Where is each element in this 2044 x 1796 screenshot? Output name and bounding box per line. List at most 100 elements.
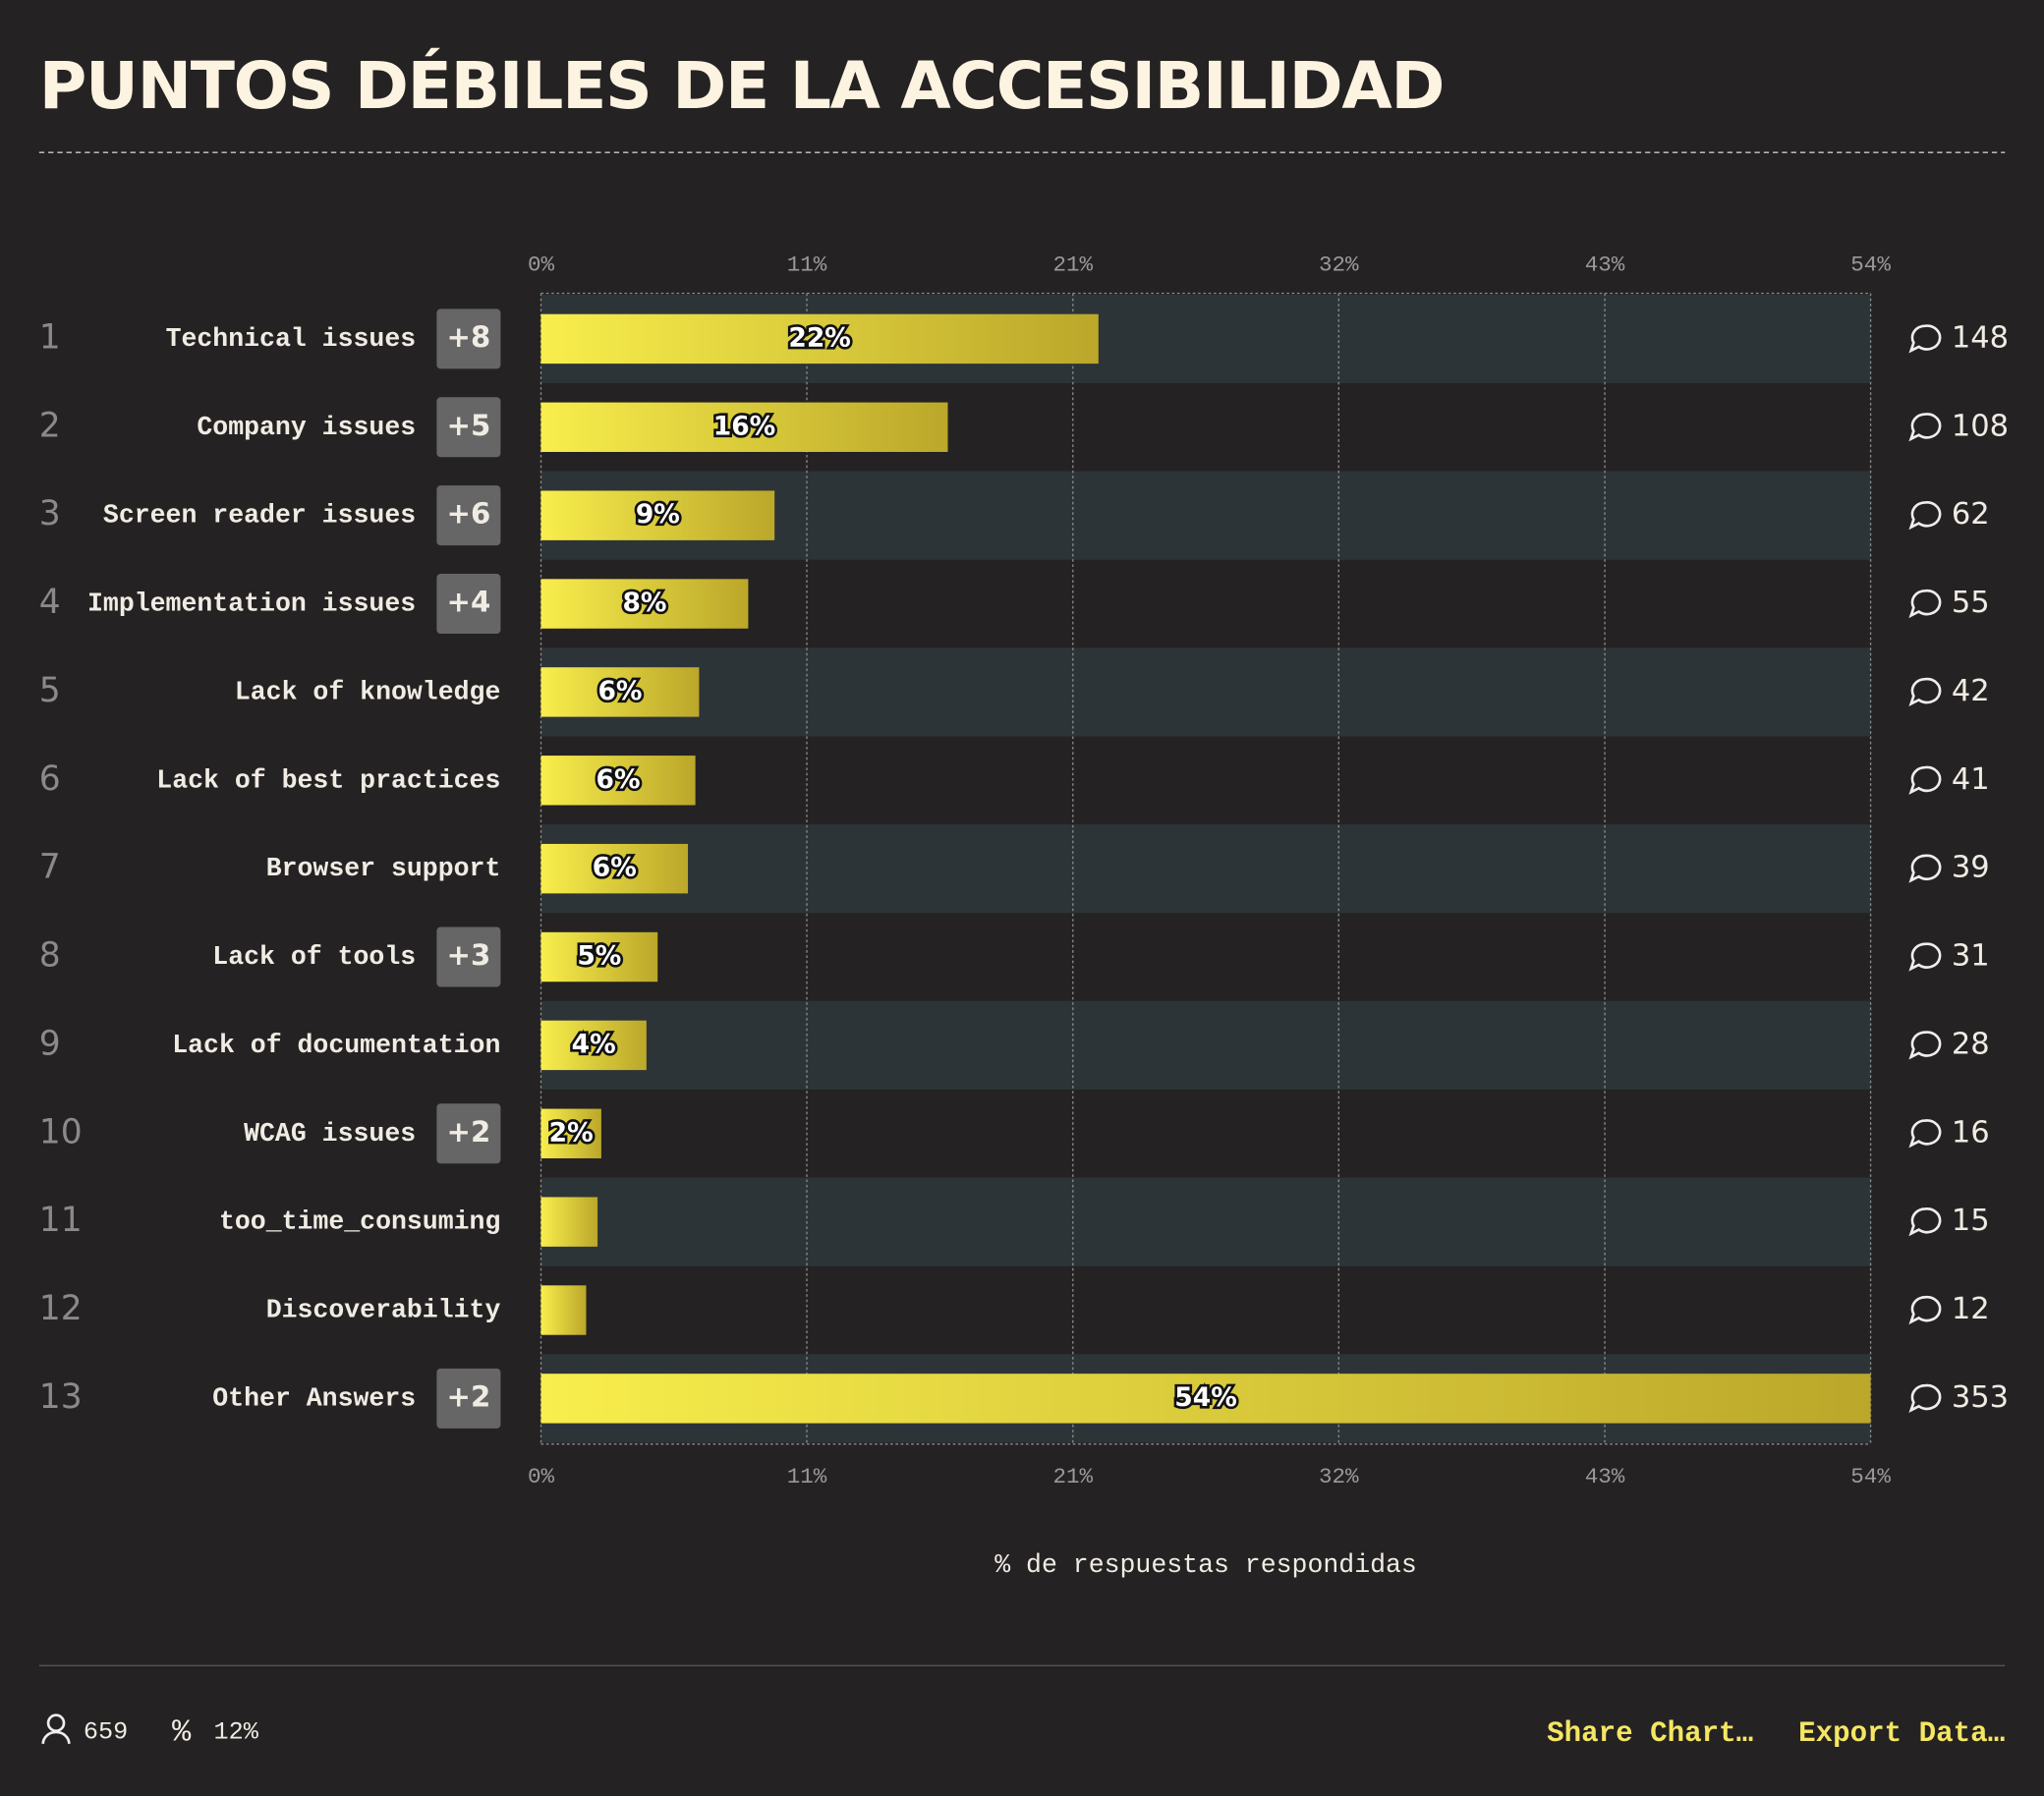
x-tick-label: 0%	[528, 252, 555, 277]
bar	[540, 1020, 647, 1071]
value-label: 4%	[572, 1029, 616, 1059]
comment-count: 15	[1952, 1204, 1990, 1238]
user-icon	[46, 1713, 66, 1732]
category-label: Lack of tools	[212, 942, 416, 972]
comment-icon	[1908, 589, 1942, 619]
row-band	[540, 1177, 1871, 1266]
value-label: 16%	[713, 411, 775, 441]
badge-bg	[436, 485, 501, 546]
category-label: Screen reader issues	[103, 501, 416, 531]
comments[interactable]: 55	[1908, 586, 1990, 620]
comments[interactable]: 28	[1908, 1027, 1990, 1061]
rank: 1	[39, 317, 61, 357]
value-label: 5%	[577, 941, 621, 972]
comment-count: 28	[1952, 1027, 1990, 1061]
category-label: Technical issues	[166, 324, 417, 354]
comments[interactable]: 353	[1908, 1380, 2009, 1415]
bar	[540, 1108, 601, 1158]
comment-icon	[1908, 854, 1942, 883]
comments[interactable]: 108	[1908, 409, 2009, 443]
comments[interactable]: 41	[1908, 762, 1990, 797]
comments[interactable]: 42	[1908, 674, 1990, 708]
rows	[540, 294, 1871, 1443]
value-label: 2%	[549, 1117, 594, 1148]
row-band	[540, 647, 1871, 737]
comment-count: 31	[1952, 939, 1990, 974]
comment-icon	[1908, 677, 1942, 706]
comment-icon	[1908, 1207, 1942, 1237]
bar	[540, 1374, 1871, 1424]
category-label: Lack of knowledge	[235, 677, 501, 706]
comment-icon	[1908, 942, 1942, 972]
value-label: 54%	[1174, 1382, 1236, 1413]
value-label: 9%	[636, 499, 680, 530]
chart-title: PUNTOS DÉBILES DE LA ACCESIBILIDAD	[39, 47, 1444, 124]
comment-icon	[1908, 501, 1942, 531]
completion-rate: 12%	[214, 1718, 259, 1747]
percent-icon: %	[172, 1714, 192, 1750]
category-label: Lack of documentation	[172, 1031, 500, 1060]
rank: 5	[39, 671, 61, 710]
comments[interactable]: 39	[1908, 851, 1990, 885]
comment-count: 16	[1952, 1115, 1990, 1150]
rank: 8	[39, 936, 61, 976]
badge-bg	[436, 1368, 501, 1429]
rank: 11	[39, 1201, 83, 1240]
row-band	[540, 824, 1871, 914]
value-label: 8%	[622, 588, 666, 618]
value-label: 6%	[597, 676, 642, 706]
x-tick-label: 21%	[1052, 1464, 1093, 1489]
respondents[interactable]: 659	[41, 1713, 128, 1747]
user-icon	[41, 1730, 71, 1745]
rank: 7	[39, 848, 61, 887]
rank: 6	[39, 759, 61, 799]
comments[interactable]: 62	[1908, 497, 1990, 532]
comment-count: 108	[1952, 409, 2009, 443]
comments[interactable]: 12	[1908, 1292, 1990, 1326]
badge-bg	[436, 1103, 501, 1164]
x-tick-label: 32%	[1319, 1464, 1359, 1489]
rank: 9	[39, 1024, 61, 1063]
rank: 12	[39, 1289, 83, 1328]
comment-count: 39	[1952, 851, 1990, 885]
comments[interactable]: 31	[1908, 939, 1990, 974]
x-tick-label: 54%	[1850, 252, 1891, 277]
value-label: 6%	[593, 853, 637, 883]
bar	[540, 931, 658, 982]
respondents-count: 659	[84, 1718, 128, 1747]
comments[interactable]: 15	[1908, 1204, 1990, 1238]
badge: +2	[447, 1379, 491, 1413]
comment-count: 62	[1952, 497, 1990, 532]
comment-icon	[1908, 1031, 1942, 1060]
comment-icon	[1908, 324, 1942, 354]
badge: +8	[447, 320, 491, 354]
completion[interactable]: % 12%	[172, 1714, 259, 1750]
category-label: Implementation issues	[87, 589, 416, 619]
category-label: Browser support	[266, 854, 501, 883]
comment-icon	[1908, 765, 1942, 795]
bar	[540, 313, 1099, 365]
x-axis-label: % de respuestas respondidas	[994, 1550, 1417, 1580]
badge-bg	[436, 574, 501, 635]
rank: 3	[39, 494, 61, 533]
badge-bg	[436, 926, 501, 987]
bar	[540, 579, 749, 629]
export-button[interactable]: Export Data…	[1798, 1717, 2005, 1750]
rank: 2	[39, 406, 61, 445]
rank: 13	[39, 1377, 83, 1417]
share-button[interactable]: Share Chart…	[1547, 1717, 1753, 1750]
bar	[540, 756, 696, 806]
comments[interactable]: 148	[1908, 320, 2009, 355]
category-label: Discoverability	[266, 1296, 501, 1325]
comment-count: 42	[1952, 674, 1990, 708]
bar	[540, 1285, 587, 1335]
x-tick-label: 11%	[787, 1464, 827, 1489]
comment-count: 55	[1952, 586, 1990, 620]
value-label: 6%	[596, 764, 641, 795]
badge: +4	[447, 586, 491, 619]
bar	[540, 1197, 598, 1247]
comments[interactable]: 16	[1908, 1115, 1990, 1150]
value-label: 22%	[788, 322, 850, 353]
x-tick-label: 43%	[1585, 252, 1625, 277]
x-tick-label: 21%	[1052, 252, 1093, 277]
